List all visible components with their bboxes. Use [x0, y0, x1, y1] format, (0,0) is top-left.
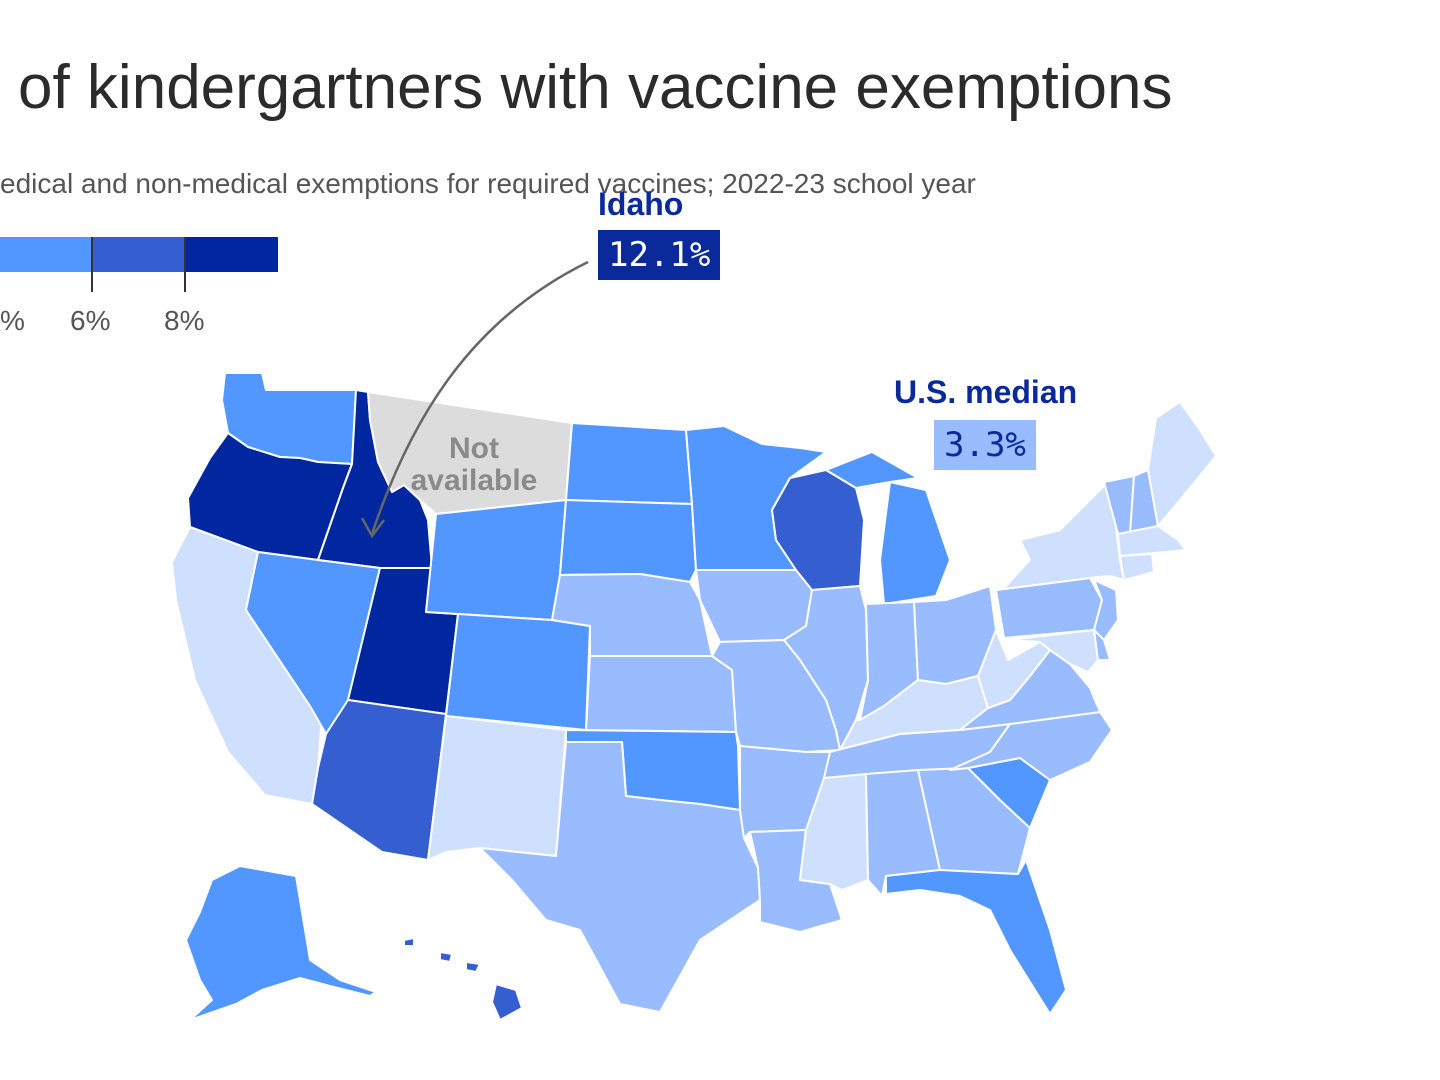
legend-seg-mid: [0, 237, 92, 272]
legend-label-8: 8%: [164, 305, 205, 336]
legend-color-bar: [0, 237, 278, 272]
na-label-line2: available: [411, 464, 538, 497]
state-texas: [479, 741, 761, 1013]
state-colorado: [445, 613, 591, 731]
map-subtitle: edical and non-medical exemptions for re…: [0, 168, 976, 199]
idaho-arrow-head: [360, 517, 385, 539]
state-newyork: [995, 479, 1125, 591]
median-callout-name: U.S. median: [894, 374, 1078, 410]
idaho-arrow-line: [370, 260, 589, 535]
state-arizona: [311, 699, 447, 861]
state-newmexico: [427, 715, 567, 861]
legend-seg-dark: [92, 237, 185, 272]
states-layer: [171, 372, 1217, 1021]
state-iowa: [695, 569, 813, 643]
state-northdakota: [565, 422, 693, 505]
legend-label-pct: %: [0, 305, 25, 336]
state-northcarolina: [949, 711, 1113, 781]
median-callout-value: 3.3%: [934, 420, 1036, 470]
state-alaska: [185, 865, 377, 1021]
legend-tick-6: [91, 237, 93, 292]
idaho-callout-name: Idaho: [598, 186, 684, 222]
legend-label-6: 6%: [70, 305, 111, 336]
state-wisconsin: [771, 469, 865, 591]
state-kansas: [585, 655, 737, 733]
idaho-callout-value: 12.1%: [598, 230, 721, 280]
state-hawaii: [403, 937, 523, 1021]
state-delaware: [1093, 629, 1111, 661]
map-title: of kindergartners with vaccine exemption…: [18, 53, 1173, 122]
legend-seg-darkest: [185, 237, 278, 272]
state-illinois: [783, 585, 869, 751]
state-florida: [885, 859, 1067, 1015]
state-wyoming: [425, 499, 567, 621]
state-connecticut: [1119, 553, 1155, 581]
state-michigan: [825, 451, 951, 605]
na-label-line1: Not: [449, 432, 499, 465]
state-maine: [1147, 401, 1217, 527]
legend-tick-8: [184, 237, 186, 292]
state-southdakota: [559, 499, 697, 583]
